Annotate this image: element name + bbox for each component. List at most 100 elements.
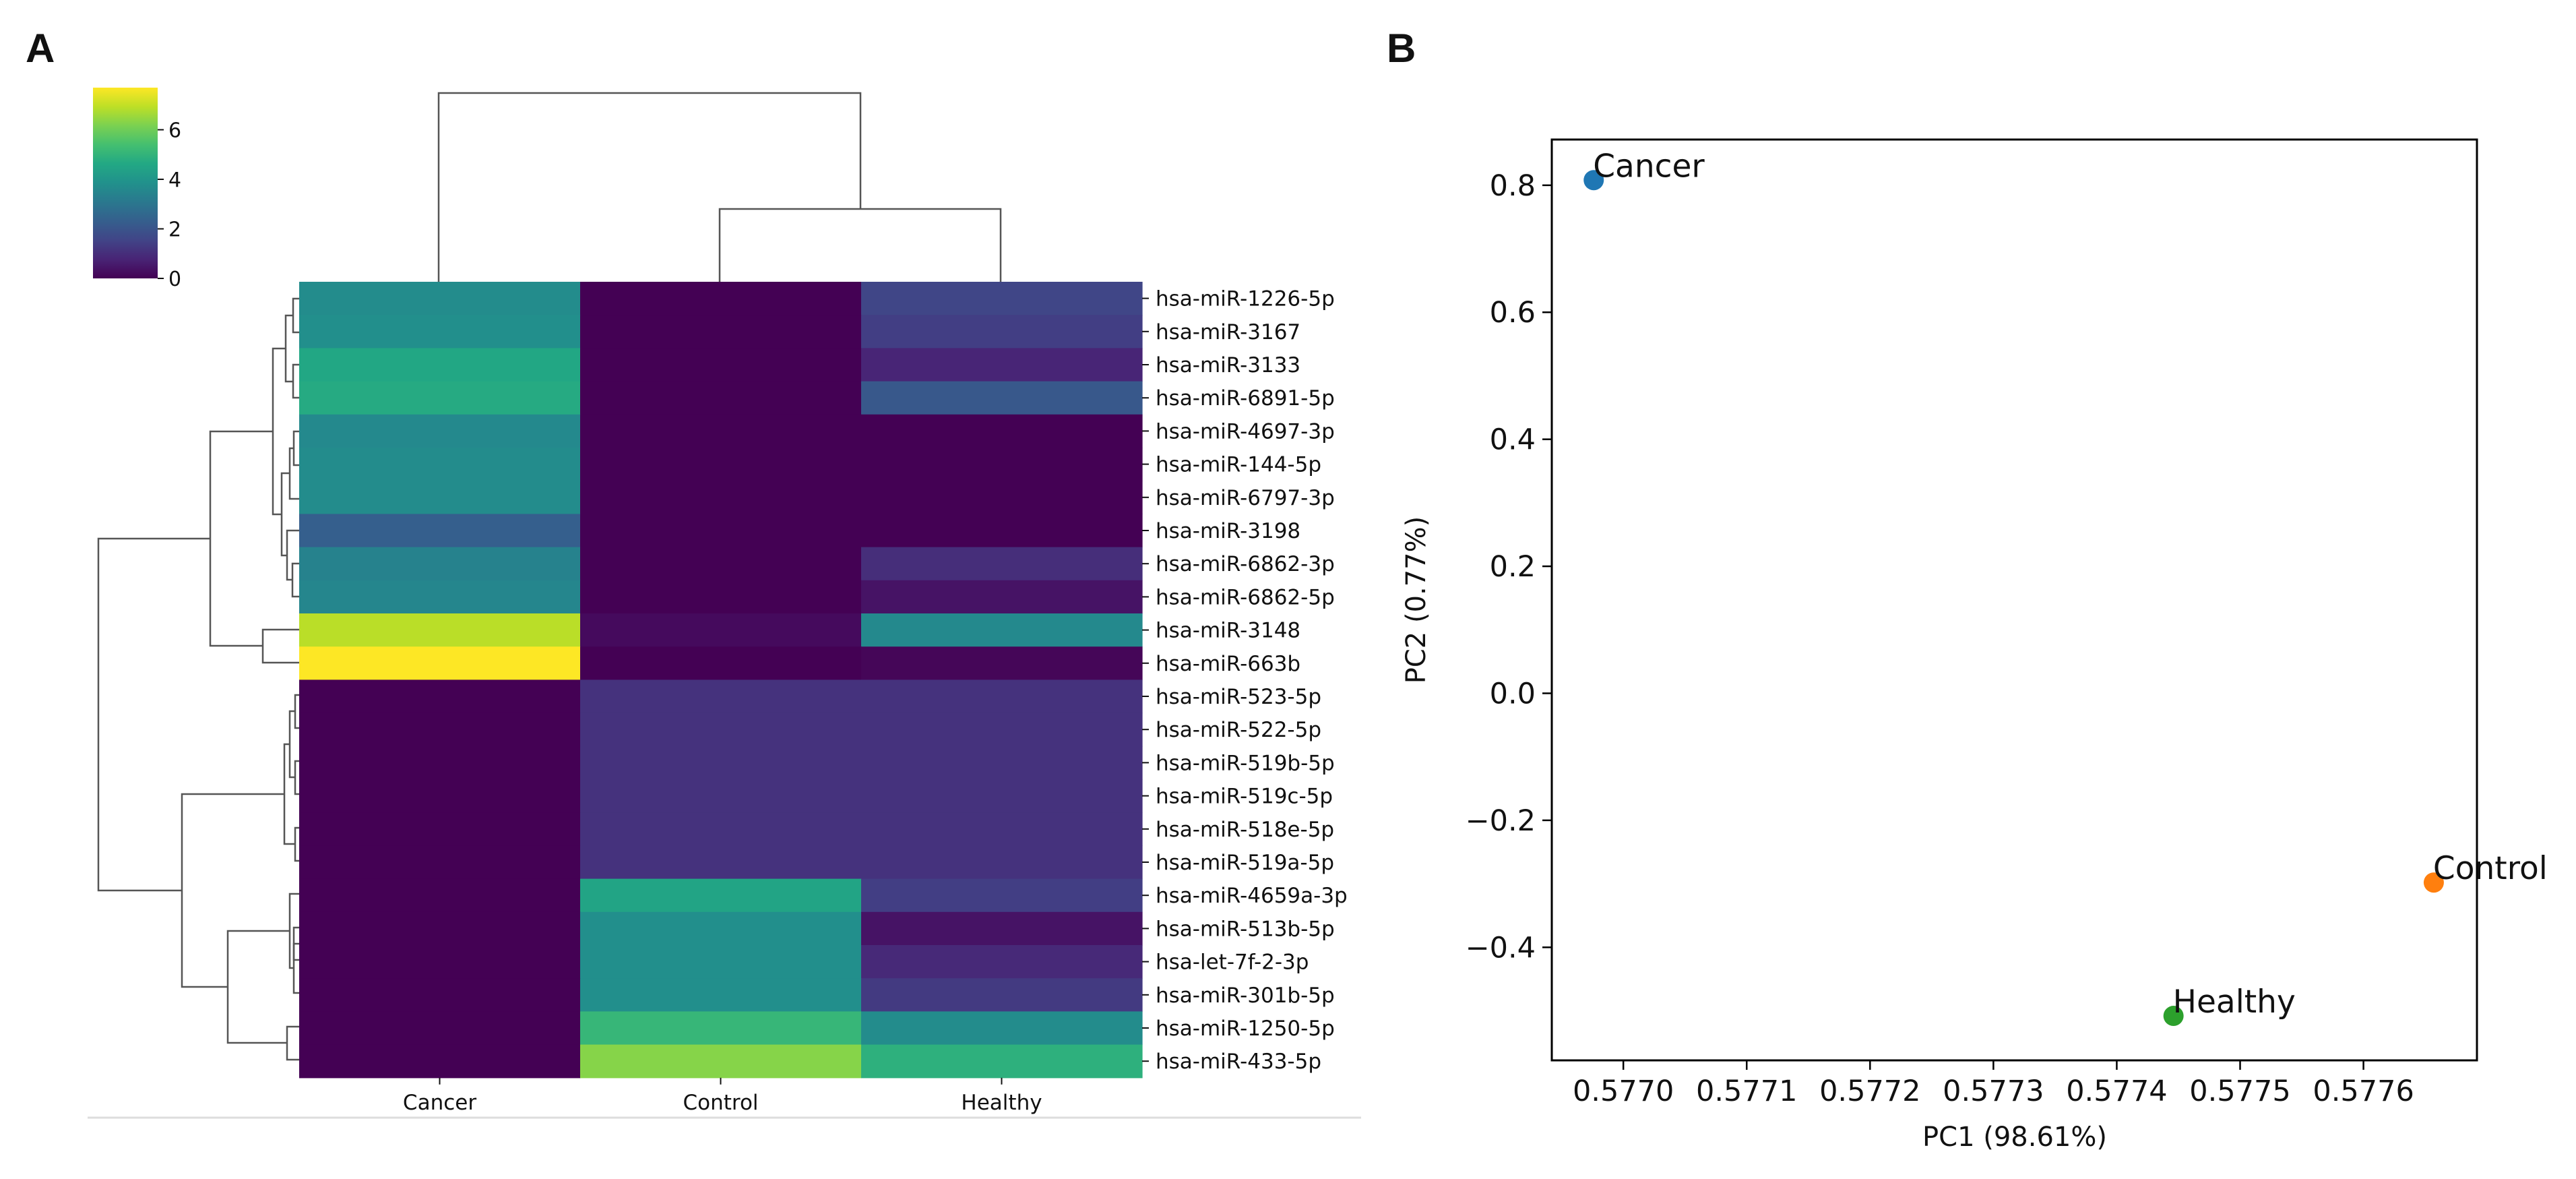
colorbar-ticks: 0 2 4 6 xyxy=(158,119,181,291)
heatmap-row-label: hsa-miR-433-5p xyxy=(1156,1050,1321,1074)
heatmap-cell xyxy=(299,282,581,315)
heatmap-cell xyxy=(861,945,1143,979)
heatmap-row-label: hsa-miR-144-5p xyxy=(1156,453,1321,477)
heatmap-cell xyxy=(580,613,862,647)
heatmap-cell xyxy=(299,746,581,780)
heatmap-cell xyxy=(299,448,581,481)
heatmap-cell xyxy=(299,613,581,647)
heatmap-cell xyxy=(299,845,581,880)
x-tick-label: 0.5774 xyxy=(2066,1075,2167,1108)
heatmap-cell xyxy=(299,580,581,614)
heatmap-cell xyxy=(861,679,1143,714)
heatmap-cell xyxy=(299,547,581,581)
heatmap-cell xyxy=(580,547,862,581)
heatmap-row-label: hsa-miR-6862-5p xyxy=(1156,585,1335,609)
heatmap-cell xyxy=(299,812,581,846)
panel-label-b: B xyxy=(1387,26,1416,71)
heatmap-cell xyxy=(861,779,1143,813)
pca-scatter-panel: 0.5770 0.5771 0.5772 0.5773 0.5774 0.5775 0.57… xyxy=(1401,138,2548,1153)
heatmap-column-label: Healthy xyxy=(961,1091,1042,1115)
heatmap-column-label: Cancer xyxy=(403,1091,476,1115)
scatter-points: Cancer Control Healthy xyxy=(1583,148,2548,1027)
heatmap-row-label: hsa-miR-3148 xyxy=(1156,619,1300,643)
heatmap-cell xyxy=(580,315,862,349)
heatmap-cell xyxy=(580,1044,862,1079)
y-tick-label: 0.2 xyxy=(1490,550,1536,584)
y-axis-ticks: 0.8 0.6 0.4 0.2 0.0 −0.2 −0.4 xyxy=(1466,169,1552,965)
heatmap-cell xyxy=(861,845,1143,880)
heatmap-cell xyxy=(580,845,862,880)
heatmap-cell xyxy=(580,911,862,946)
heatmap-cell xyxy=(299,911,581,946)
heatmap-cell xyxy=(861,580,1143,614)
y-tick-label: 0.0 xyxy=(1490,677,1536,711)
heatmap-column-labels: Cancer Control Healthy xyxy=(403,1077,1042,1115)
point-label-healthy: Healthy xyxy=(2173,984,2296,1021)
heatmap-cell xyxy=(580,580,862,614)
heatmap-row-label: hsa-miR-1250-5p xyxy=(1156,1017,1335,1041)
heatmap-cell xyxy=(861,646,1143,680)
heatmap-cell xyxy=(580,679,862,714)
heatmap-cell xyxy=(580,381,862,415)
colorbar-tick-label: 2 xyxy=(168,218,181,241)
heatmap-cell xyxy=(299,978,581,1012)
heatmap-cell xyxy=(299,315,581,349)
y-tick-label: 0.4 xyxy=(1490,423,1536,457)
heatmap-cell xyxy=(580,878,862,913)
heatmap-cell xyxy=(861,282,1143,315)
heatmap-row-label: hsa-miR-4697-3p xyxy=(1156,419,1335,444)
heatmap-row-label: hsa-miR-519c-5p xyxy=(1156,785,1333,809)
heatmap-cell xyxy=(861,414,1143,448)
heatmap-cell xyxy=(299,646,581,680)
panel-label-a: A xyxy=(26,26,55,71)
heatmap-cell xyxy=(299,878,581,913)
heatmap-row-label: hsa-miR-663b xyxy=(1156,652,1300,676)
heatmap-cell xyxy=(861,1044,1143,1079)
heatmap-cell xyxy=(299,414,581,448)
heatmap-cell xyxy=(299,1011,581,1046)
heatmap-row-label: hsa-miR-519b-5p xyxy=(1156,751,1335,775)
heatmap-cell xyxy=(861,514,1143,548)
heatmap-cell xyxy=(861,878,1143,913)
heatmap-cell xyxy=(299,679,581,714)
x-tick-label: 0.5770 xyxy=(1573,1075,1674,1108)
point-label-control: Control xyxy=(2433,850,2548,887)
heatmap-row-label: hsa-miR-1226-5p xyxy=(1156,287,1335,311)
colorbar-tick-label: 6 xyxy=(168,119,181,142)
scatter-point-cancer xyxy=(1583,170,1604,191)
colorbar xyxy=(93,88,158,278)
heatmap-cell xyxy=(299,713,581,747)
column-dendrogram xyxy=(437,92,1002,282)
x-tick-label: 0.5776 xyxy=(2313,1075,2414,1108)
heatmap-cell xyxy=(861,812,1143,846)
heatmap-cell xyxy=(580,414,862,448)
point-label-cancer: Cancer xyxy=(1593,148,1705,185)
heatmap-row-label: hsa-miR-513b-5p xyxy=(1156,917,1335,941)
heatmap-cell xyxy=(299,381,581,415)
x-tick-label: 0.5775 xyxy=(2189,1075,2290,1108)
heatmap-panel: 0 2 4 6 xyxy=(88,88,1361,1119)
heatmap-cell xyxy=(861,613,1143,647)
x-tick-label: 0.5773 xyxy=(1943,1075,2044,1108)
heatmap-cell xyxy=(299,514,581,548)
row-dendrogram xyxy=(97,297,299,1061)
heatmap-row-label: hsa-miR-518e-5p xyxy=(1156,818,1334,842)
heatmap-cell xyxy=(861,315,1143,349)
heatmap-cell xyxy=(861,348,1143,382)
heatmap-cell xyxy=(299,779,581,813)
heatmap-row-label: hsa-miR-6797-3p xyxy=(1156,486,1335,510)
x-tick-label: 0.5772 xyxy=(1819,1075,1920,1108)
heatmap-cell xyxy=(861,481,1143,514)
heatmap-row-label: hsa-miR-6862-3p xyxy=(1156,552,1335,576)
heatmap-cell xyxy=(580,448,862,481)
heatmap-cell xyxy=(580,282,862,315)
heatmap-cells xyxy=(299,282,1143,1079)
heatmap-cell xyxy=(861,911,1143,946)
heatmap-cell xyxy=(861,746,1143,780)
y-tick-label: −0.4 xyxy=(1466,931,1536,965)
heatmap-cell xyxy=(299,348,581,382)
heatmap-row-label: hsa-miR-3133 xyxy=(1156,353,1300,377)
x-tick-label: 0.5771 xyxy=(1696,1075,1797,1108)
heatmap-column-label: Control xyxy=(683,1091,758,1115)
